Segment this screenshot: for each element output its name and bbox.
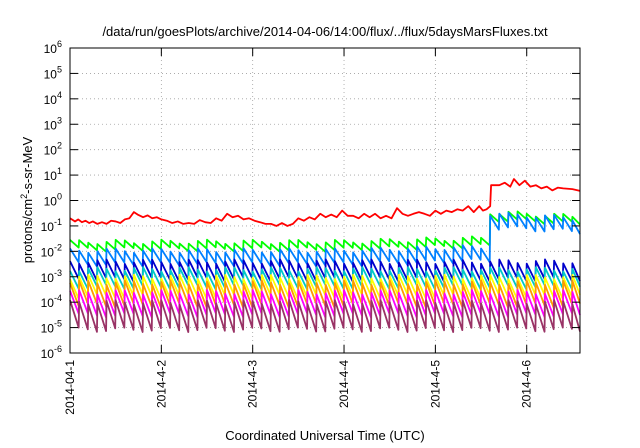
- x-tick-label: 2014-4-4: [337, 360, 351, 408]
- y-tick-label: 102: [44, 141, 62, 158]
- y-tick-label: 10-2: [41, 242, 62, 259]
- x-axis-label: Coordinated Universal Time (UTC): [225, 428, 424, 443]
- y-tick-label: 10-6: [41, 344, 62, 361]
- x-tick-label: 2014-4-5: [428, 360, 442, 408]
- y-tick-label: 10-3: [41, 268, 62, 285]
- y-tick-label: 101: [44, 166, 62, 183]
- series-line: [69, 210, 581, 253]
- y-tick-label: 10-4: [41, 293, 62, 310]
- x-tick-label: 2014-04-1: [63, 360, 77, 415]
- y-tick-label: 105: [44, 64, 62, 81]
- x-tick-label: 2014-4-3: [246, 360, 260, 408]
- chart-title: /data/run/goesPlots/archive/2014-04-06/1…: [102, 24, 548, 39]
- y-tick-label: 104: [44, 90, 62, 107]
- x-tick-label: 2014-4-6: [520, 360, 534, 408]
- series-line: [69, 211, 581, 268]
- y-tick-label: 10-5: [41, 319, 62, 336]
- x-tick-label: 2014-4-2: [154, 360, 168, 408]
- y-axis-label: protons/cm2-s-sr-MeV: [19, 136, 35, 263]
- y-tick-label: 100: [44, 192, 62, 209]
- y-tick-label: 10-1: [41, 217, 62, 234]
- series-line: [69, 266, 581, 291]
- series-line: [69, 178, 581, 227]
- series-group: [69, 178, 581, 333]
- x-axis: 2014-04-1 2014-4-2 2014-4-3 2014-4-4 2014-4-…: [63, 48, 534, 415]
- y-tick-label: 106: [44, 39, 62, 56]
- series-line: [69, 299, 581, 333]
- y-axis: 10-6 10-5 10-4 10-3 10-2 10-1 100 101 102 103 104 1…: [41, 39, 580, 361]
- y-tick-label: 103: [44, 115, 62, 132]
